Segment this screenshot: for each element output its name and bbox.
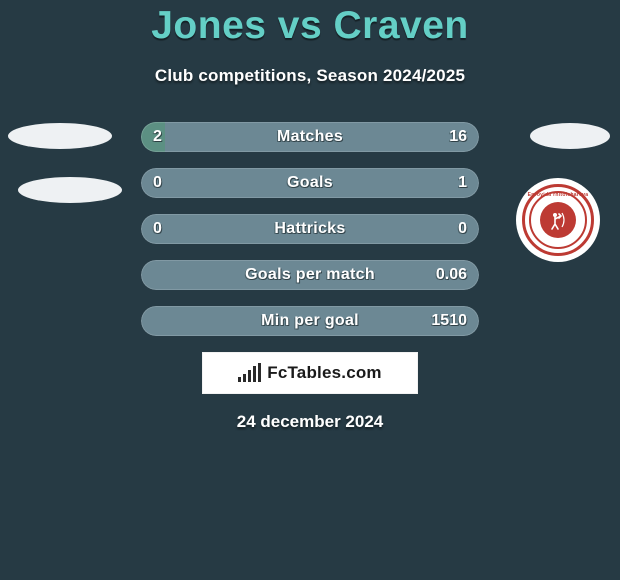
right-player-badge-placeholder (530, 123, 610, 149)
stat-row: Goals per match0.06 (141, 260, 479, 290)
stat-row: 0Hattricks0 (141, 214, 479, 244)
brand-text: FcTables.com (267, 363, 382, 383)
snapshot-date: 24 december 2024 (0, 412, 620, 432)
page-title: Jones vs Craven (0, 0, 620, 48)
brand-chip[interactable]: FcTables.com (202, 352, 418, 394)
left-player-badge-placeholder (8, 123, 112, 149)
stat-value-right: 0 (458, 214, 467, 244)
stats-bars: 2Matches160Goals10Hattricks0Goals per ma… (141, 122, 479, 336)
stat-row: Min per goal1510 (141, 306, 479, 336)
stat-label: Matches (141, 122, 479, 152)
brand-bars-icon (238, 364, 261, 382)
archer-icon (540, 202, 576, 238)
stat-value-right: 0.06 (436, 260, 467, 290)
stat-value-right: 1 (458, 168, 467, 198)
club-badge-arc-text: Enroyida rhitolchareva (525, 192, 591, 198)
stat-row: 0Goals1 (141, 168, 479, 198)
right-club-badge: Enroyida rhitolchareva (516, 178, 600, 262)
stat-label: Goals per match (141, 260, 479, 290)
stat-row: 2Matches16 (141, 122, 479, 152)
season-subtitle: Club competitions, Season 2024/2025 (0, 66, 620, 86)
stat-value-right: 1510 (431, 306, 467, 336)
stat-label: Min per goal (141, 306, 479, 336)
stat-label: Goals (141, 168, 479, 198)
comparison-card: Jones vs Craven Club competitions, Seaso… (0, 0, 620, 580)
left-club-badge-placeholder (18, 177, 122, 203)
stat-label: Hattricks (141, 214, 479, 244)
stat-value-right: 16 (449, 122, 467, 152)
